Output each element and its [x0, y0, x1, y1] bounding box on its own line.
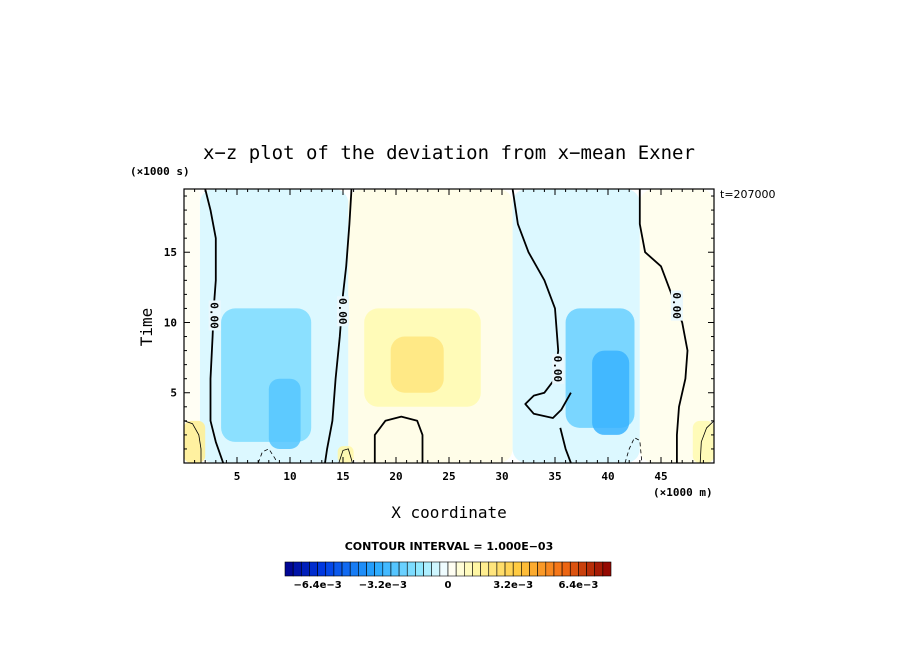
- x-tick-label: 5: [234, 470, 241, 483]
- chart-title: x−z plot of the deviation from x−mean Ex…: [203, 142, 695, 164]
- colorbar-tick-label: −6.4e−3: [293, 580, 341, 591]
- contour-interval-text: CONTOUR INTERVAL = 1.000E−03: [345, 540, 554, 553]
- contour-label: 0.00: [208, 302, 221, 329]
- y-unit-label: (×1000 s): [130, 165, 190, 178]
- colorbar-swatch: [423, 561, 432, 577]
- negative-contour-line: [624, 437, 643, 463]
- positive-contour-line: [699, 420, 714, 463]
- colorbar-swatch: [325, 561, 335, 577]
- time-label: t=207000: [720, 188, 776, 201]
- colorbar: [284, 561, 612, 577]
- colorbar-swatch: [390, 561, 400, 577]
- zero-contour-line: [638, 189, 689, 463]
- x-tick-label: 15: [336, 470, 349, 483]
- colorbar-swatch: [415, 561, 424, 577]
- colorbar-swatch: [512, 561, 522, 577]
- x-unit-label: (×1000 m): [653, 486, 713, 499]
- x-tick-label: 25: [442, 470, 455, 483]
- colorbar-swatch: [553, 561, 563, 577]
- positive-contour-line: [338, 448, 353, 463]
- colorbar-swatch: [358, 561, 367, 577]
- y-tick-label: 5: [170, 387, 177, 400]
- colorbar-swatch: [480, 561, 490, 577]
- y-tick-label: 15: [164, 246, 177, 259]
- negative-contour-line: [257, 448, 278, 463]
- color-field: [184, 189, 714, 463]
- x-tick-label: 20: [389, 470, 402, 483]
- zero-contour-line: [511, 189, 572, 419]
- zero-contour-line: [559, 427, 572, 463]
- colorbar-swatch: [472, 561, 481, 577]
- y-axis-label: Time: [137, 308, 156, 347]
- colorbar-swatch: [406, 561, 416, 577]
- colorbar-swatch: [447, 561, 457, 577]
- contour-label-bg: [208, 300, 221, 331]
- field-region: [692, 420, 714, 463]
- y-tick-label: 10: [164, 316, 177, 329]
- field-region: [639, 189, 714, 463]
- y-tick-labels: 5 10 15: [164, 246, 177, 400]
- plot-area: 0.00 0.00 0.00 0.00: [183, 188, 715, 464]
- colorbar-swatch: [382, 561, 392, 577]
- field-region: [592, 350, 630, 435]
- x-tick-label: 30: [495, 470, 508, 483]
- positive-contour-line: [184, 420, 202, 463]
- x-tick-label: 35: [548, 470, 561, 483]
- field-region: [337, 446, 354, 463]
- contour-label: 0.00: [670, 292, 683, 319]
- colorbar-swatch: [300, 561, 310, 577]
- colorbar-swatch: [317, 561, 327, 577]
- colorbar-swatch: [284, 561, 294, 577]
- colorbar-swatch: [455, 561, 465, 577]
- contour-lines: 0.00 0.00 0.00 0.00: [184, 189, 714, 463]
- colorbar-swatch: [341, 561, 351, 577]
- colorbar-swatch: [309, 561, 318, 577]
- contour-label-bg: [670, 290, 683, 321]
- field-region: [390, 336, 444, 393]
- plot-frame: [183, 188, 715, 464]
- colorbar-swatch: [463, 561, 473, 577]
- colorbar-swatch: [578, 561, 587, 577]
- colorbar-tick-label: 3.2e−3: [493, 580, 533, 591]
- colorbar-swatch: [602, 561, 612, 577]
- x-tick-label: 45: [654, 470, 667, 483]
- colorbar-swatch: [398, 561, 408, 577]
- zero-contour-line: [373, 415, 424, 463]
- x-axis-label: X coordinate: [391, 503, 507, 522]
- colorbar-tick-label: −3.2e−3: [359, 580, 407, 591]
- colorbar-tick-label: 0: [445, 580, 452, 591]
- zero-contour-line: [324, 189, 353, 463]
- contour-label: 0.00: [336, 298, 349, 325]
- colorbar-swatch: [594, 561, 604, 577]
- field-region: [184, 420, 206, 463]
- colorbar-swatch: [529, 561, 538, 577]
- contour-label-bg: [552, 353, 565, 384]
- colorbar-tick-label: 6.4e−3: [558, 580, 598, 591]
- colorbar-swatch: [504, 561, 514, 577]
- colorbar-swatch: [537, 561, 547, 577]
- x-tick-labels: 5 10 15 20 25 30 35 40 45: [234, 470, 668, 483]
- contour-label: 0.00: [551, 356, 564, 383]
- colorbar-swatch: [586, 561, 595, 577]
- colorbar-swatch: [545, 561, 555, 577]
- colorbar-swatch: [439, 561, 449, 577]
- colorbar-swatch: [431, 561, 441, 577]
- x-tick-label: 10: [283, 470, 296, 483]
- x-tick-label: 40: [601, 470, 614, 483]
- colorbar-swatch: [496, 561, 506, 577]
- colorbar-swatch: [374, 561, 384, 577]
- colorbar-swatch: [292, 561, 302, 577]
- colorbar-swatch: [349, 561, 359, 577]
- colorbar-swatch: [521, 561, 530, 577]
- contour-label-bg: [337, 296, 349, 327]
- field-region: [184, 189, 200, 463]
- colorbar-swatch: [561, 561, 571, 577]
- colorbar-swatch: [366, 561, 375, 577]
- colorbar-labels: −6.4e−3 −3.2e−3 0 3.2e−3 6.4e−3: [293, 580, 598, 591]
- colorbar-swatch: [569, 561, 579, 577]
- field-region: [268, 378, 301, 449]
- colorbar-swatch: [333, 561, 343, 577]
- colorbar-swatch: [488, 561, 498, 577]
